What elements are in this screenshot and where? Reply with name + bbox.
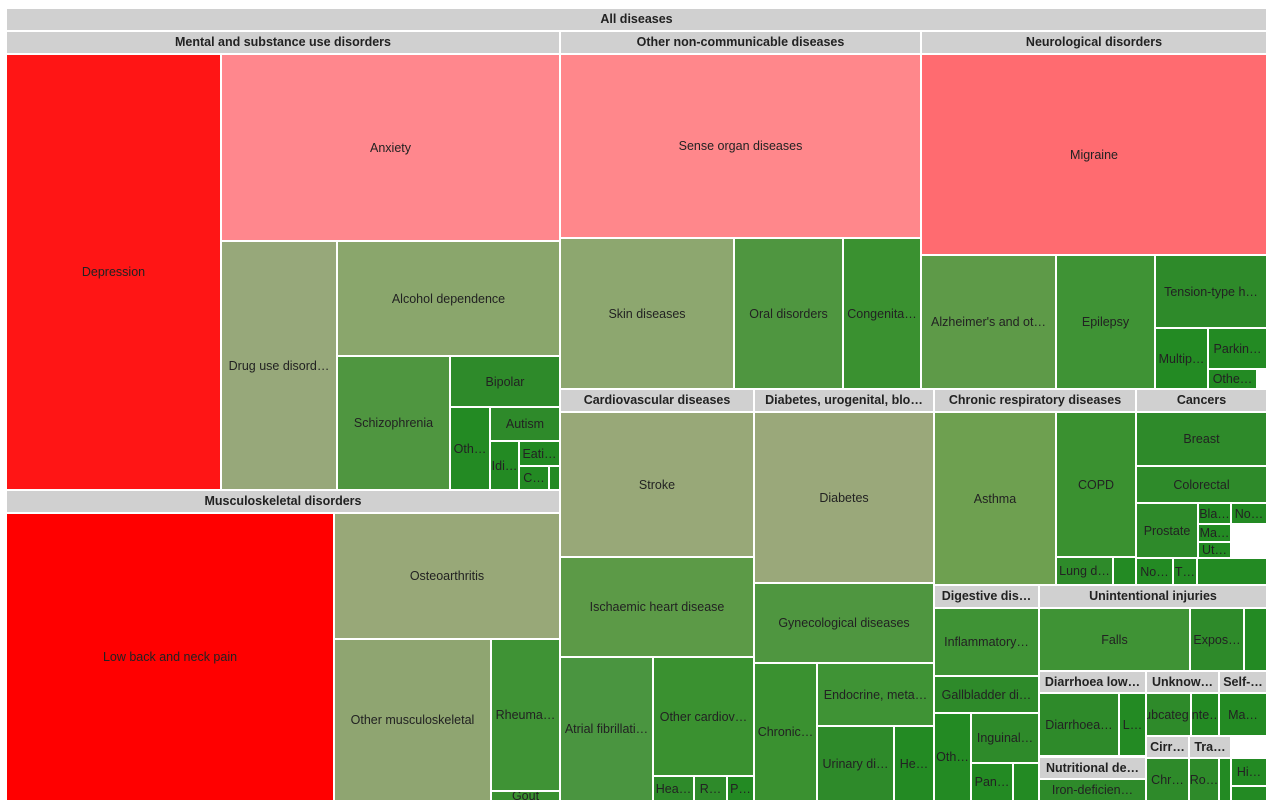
- cell: Multip…: [1155, 328, 1208, 389]
- cell: Hi…: [1231, 758, 1267, 786]
- cell: Ma…: [1219, 693, 1267, 736]
- cell: Hea…: [653, 776, 694, 800]
- cell: Low back and neck pain: [6, 513, 334, 800]
- cell: Skin diseases: [560, 238, 734, 389]
- cell: Oth…: [934, 713, 971, 800]
- group-header: Cardiovascular diseases: [560, 389, 754, 412]
- cell: Drug use disord…: [221, 241, 337, 490]
- cell: Autism: [490, 407, 560, 441]
- group-header: Chronic respiratory diseases: [934, 389, 1136, 412]
- group-header: Tra…: [1189, 736, 1231, 758]
- cell: Depression: [6, 54, 221, 490]
- cell: Othe…: [1208, 369, 1257, 389]
- cell: COPD: [1056, 412, 1136, 557]
- cell: Inte…: [1191, 693, 1219, 736]
- cell: Epilepsy: [1056, 255, 1155, 389]
- group-header: Mental and substance use disorders: [6, 31, 560, 54]
- cell: Ut…: [1198, 542, 1231, 558]
- small-cell: [1244, 608, 1267, 671]
- cell: Tension-type h…: [1155, 255, 1267, 328]
- cell: Expos…: [1190, 608, 1244, 671]
- cell: Gallbladder di…: [934, 676, 1039, 713]
- small-cell: [549, 466, 560, 490]
- group-header: Diabetes, urogenital, blo…: [754, 389, 934, 412]
- root-header: All diseases: [6, 8, 1267, 31]
- group-header: Cirr…: [1146, 736, 1189, 758]
- cell: Parkin…: [1208, 328, 1267, 369]
- group-header: Other non-communicable diseases: [560, 31, 921, 54]
- cell: C…: [519, 466, 549, 490]
- group-header: Neurological disorders: [921, 31, 1267, 54]
- cell: Breast: [1136, 412, 1267, 466]
- cell: Oral disorders: [734, 238, 843, 389]
- group-header: Unintentional injuries: [1039, 585, 1267, 608]
- cell: Subcateg…: [1146, 693, 1191, 736]
- cell: Ro…: [1189, 758, 1219, 800]
- cell: Gout: [491, 791, 560, 800]
- cell: Chronic…: [754, 663, 817, 800]
- cell: Chr…: [1146, 758, 1189, 800]
- cell: Asthma: [934, 412, 1056, 585]
- cell: Urinary di…: [817, 726, 894, 800]
- cell: Eati…: [519, 441, 560, 466]
- cell: L…: [1119, 693, 1146, 756]
- cell: Inflammatory…: [934, 608, 1039, 676]
- cell: Rheuma…: [491, 639, 560, 791]
- cell: Gynecological diseases: [754, 583, 934, 663]
- cell: Stroke: [560, 412, 754, 557]
- cell: Prostate: [1136, 503, 1198, 558]
- small-cell: [1219, 758, 1231, 800]
- group-header: Nutritional de…: [1039, 757, 1146, 779]
- cell: Bla…: [1198, 503, 1231, 524]
- cell: He…: [894, 726, 934, 800]
- group-header: Diarrhoea low…: [1039, 671, 1146, 693]
- cell: No…: [1136, 558, 1173, 585]
- cell: Ischaemic heart disease: [560, 557, 754, 657]
- cell: Lung d…: [1056, 557, 1113, 585]
- small-cell: [1013, 763, 1039, 800]
- group-header: Self-…: [1219, 671, 1267, 693]
- cell: Colorectal: [1136, 466, 1267, 503]
- cell: Other musculoskeletal: [334, 639, 491, 800]
- group-header: Unknow…: [1146, 671, 1219, 693]
- cell: Idi…: [490, 441, 519, 490]
- cell: Diarrhoea…: [1039, 693, 1119, 756]
- cell: Endocrine, meta…: [817, 663, 934, 726]
- cell: R…: [694, 776, 727, 800]
- cell: Ma…: [1198, 524, 1231, 542]
- group-header: Digestive dis…: [934, 585, 1039, 608]
- cell: Atrial fibrillati…: [560, 657, 653, 800]
- cell: Bipolar: [450, 356, 560, 407]
- cell: Oth…: [450, 407, 490, 490]
- small-cell: [1197, 558, 1267, 585]
- cell: Inguinal…: [971, 713, 1039, 763]
- cell: Osteoarthritis: [334, 513, 560, 639]
- cell: Schizophrenia: [337, 356, 450, 490]
- cell: T…: [1173, 558, 1197, 585]
- cell: No…: [1231, 503, 1267, 524]
- cell: Diabetes: [754, 412, 934, 583]
- small-cell: [1231, 786, 1267, 800]
- group-header: Musculoskeletal disorders: [6, 490, 560, 513]
- cell: Iron-deficien…: [1039, 779, 1146, 800]
- group-header: Cancers: [1136, 389, 1267, 412]
- cell: Alzheimer's and ot…: [921, 255, 1056, 389]
- cell: Sense organ diseases: [560, 54, 921, 238]
- cell: Anxiety: [221, 54, 560, 241]
- cell: Other cardiov…: [653, 657, 754, 776]
- small-cell: [1113, 557, 1136, 585]
- cell: P…: [727, 776, 754, 800]
- cell: Pan…: [971, 763, 1013, 800]
- cell: Alcohol dependence: [337, 241, 560, 356]
- cell: Falls: [1039, 608, 1190, 671]
- cell: Migraine: [921, 54, 1267, 255]
- cell: Congenita…: [843, 238, 921, 389]
